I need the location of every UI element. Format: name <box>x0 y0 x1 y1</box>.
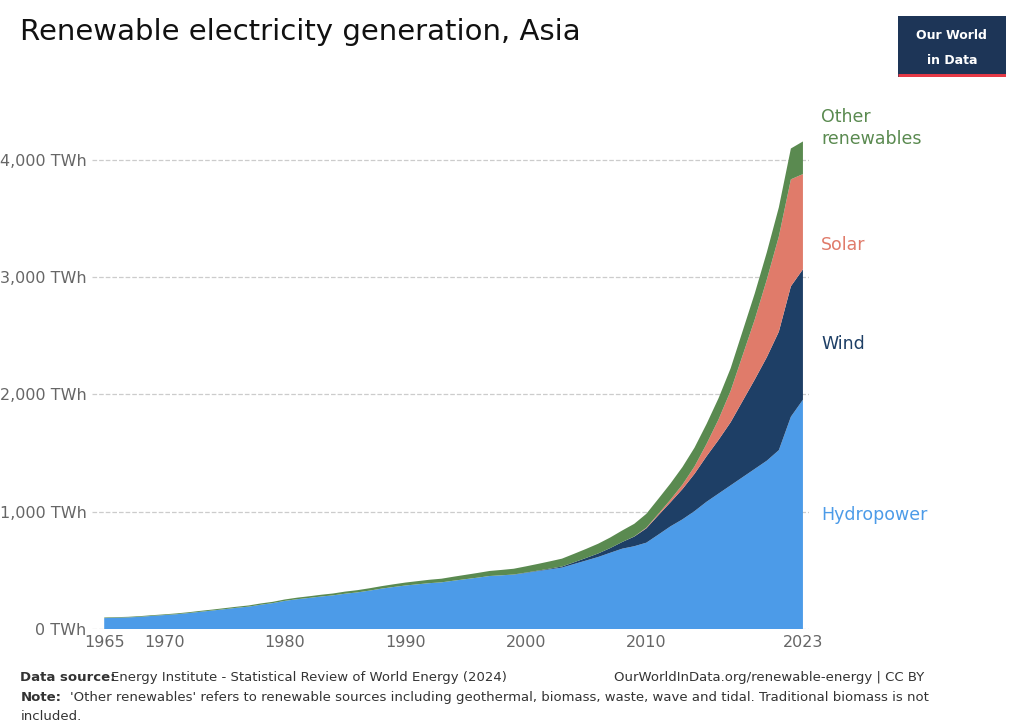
Text: Wind: Wind <box>821 335 865 353</box>
Text: Renewable electricity generation, Asia: Renewable electricity generation, Asia <box>20 18 581 46</box>
Text: in Data: in Data <box>927 54 977 67</box>
Text: Note:: Note: <box>20 691 61 704</box>
Text: OurWorldInData.org/renewable-energy | CC BY: OurWorldInData.org/renewable-energy | CC… <box>614 671 925 684</box>
Text: Energy Institute - Statistical Review of World Energy (2024): Energy Institute - Statistical Review of… <box>111 671 507 684</box>
Text: 'Other renewables' refers to renewable sources including geothermal, biomass, wa: 'Other renewables' refers to renewable s… <box>70 691 929 704</box>
Text: Solar: Solar <box>821 236 865 254</box>
Text: included.: included. <box>20 710 82 723</box>
Text: Other
renewables: Other renewables <box>821 108 922 148</box>
Text: Our World: Our World <box>916 29 987 42</box>
Text: Hydropower: Hydropower <box>821 506 928 524</box>
Text: Data source:: Data source: <box>20 671 116 684</box>
